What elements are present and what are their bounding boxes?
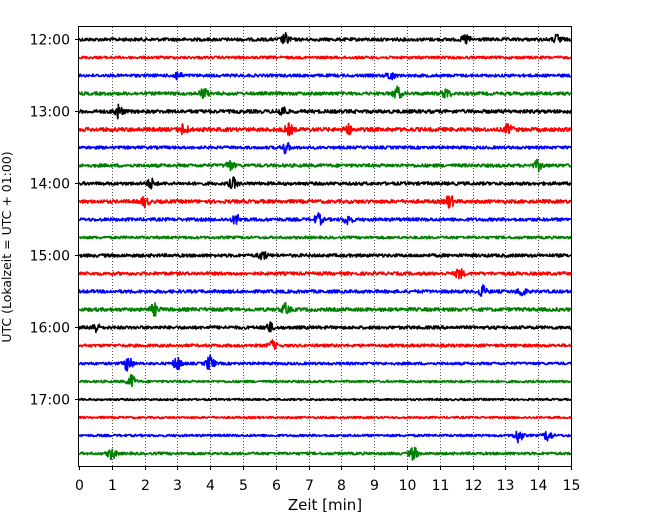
trace-1630 (78, 354, 572, 372)
x-tick-label-10: 10 (399, 478, 417, 494)
trace-1500 (78, 250, 572, 261)
x-tick-label-3: 3 (173, 478, 182, 494)
y-tick-label-3: 15:00 (30, 249, 70, 265)
y-axis: 12:00 13:00 14:00 15:00 16:00 17:00 (30, 33, 79, 409)
trace-1600 (78, 321, 572, 334)
x-tick-label-14: 14 (530, 478, 548, 494)
trace-1445 (78, 235, 572, 240)
x-tick-label-6: 6 (272, 478, 281, 494)
trace-1700 (78, 397, 572, 402)
trace-1730 (78, 430, 572, 444)
trace-1645 (78, 373, 572, 388)
x-axis: 0 1 2 3 4 5 6 7 8 9 10 11 12 13 14 15 (75, 466, 580, 494)
x-tick-label-1: 1 (108, 478, 117, 494)
plot-frame (78, 26, 572, 467)
trace-group (78, 31, 572, 462)
trace-1515 (78, 268, 572, 280)
y-axis-label: UTC (Lokalzeit = UTC + 01:00) (0, 151, 14, 342)
trace-1530 (78, 284, 572, 297)
y-tick-label-5: 17:00 (30, 393, 70, 409)
x-tick-label-7: 7 (305, 478, 314, 494)
y-tick-label-1: 13:00 (30, 105, 70, 121)
x-tick-label-9: 9 (370, 478, 379, 494)
x-axis-label: Zeit [min] (288, 496, 362, 514)
y-tick-label-0: 12:00 (30, 33, 70, 49)
x-tick-label-13: 13 (497, 478, 515, 494)
trace-1545 (78, 302, 572, 317)
x-tick-label-15: 15 (563, 478, 581, 494)
x-tick-label-2: 2 (141, 478, 150, 494)
y-tick-label-2: 14:00 (30, 177, 70, 193)
x-tick-label-4: 4 (206, 478, 215, 494)
trace-1245 (78, 85, 572, 100)
y-tick-label-4: 16:00 (30, 321, 70, 337)
trace-1745 (78, 446, 572, 462)
x-tick-label-5: 5 (239, 478, 248, 494)
trace-1300 (78, 103, 572, 120)
trace-1615 (78, 339, 572, 350)
x-tick-label-8: 8 (337, 478, 346, 494)
trace-1415 (78, 195, 572, 209)
trace-1315 (78, 122, 572, 137)
trace-1200 (78, 31, 572, 45)
trace-1230 (78, 71, 572, 81)
trace-1215 (78, 55, 572, 60)
trace-1430 (78, 212, 572, 226)
x-tick-label-0: 0 (75, 478, 84, 494)
x-tick-label-11: 11 (432, 478, 450, 494)
trace-1715 (78, 415, 572, 420)
trace-1330 (78, 142, 572, 155)
trace-1345 (78, 158, 572, 173)
x-tick-label-12: 12 (465, 478, 483, 494)
grid-lines (112, 27, 539, 466)
trace-1400 (78, 176, 572, 190)
